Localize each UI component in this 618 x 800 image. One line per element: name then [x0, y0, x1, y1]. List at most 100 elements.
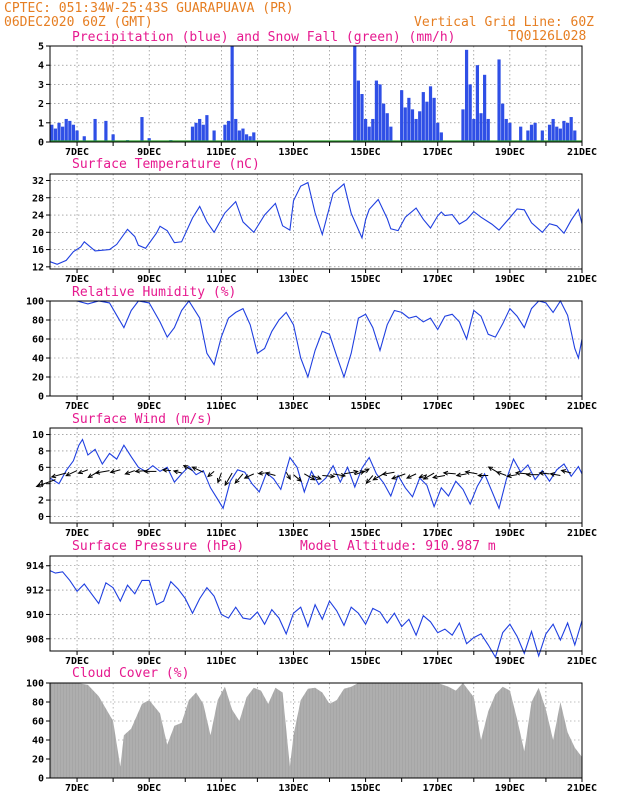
precip-ytick-label: 3 — [38, 80, 44, 91]
pressure-title: Surface Pressure (hPa) — [72, 539, 244, 554]
precip-bar — [400, 90, 404, 142]
wind-arrow — [456, 473, 467, 477]
precip-xtick-label: 15DEC — [351, 147, 381, 158]
temp-ytick-label: 24 — [32, 211, 44, 222]
precip-bar — [425, 101, 429, 142]
cloud-xtick-label: 21DEC — [567, 783, 597, 794]
wind-arrow — [293, 474, 302, 482]
precip-bar — [223, 124, 227, 142]
temp-xtick-label: 15DEC — [351, 274, 381, 285]
precip-bar — [237, 130, 241, 142]
wind-arrowhead — [364, 468, 370, 474]
precip-bar — [439, 132, 443, 142]
precip-bar — [436, 122, 440, 142]
wind-frame — [49, 427, 583, 524]
wind-arrow — [365, 475, 374, 484]
wind-arrowhead — [124, 470, 130, 475]
wind-arrow — [343, 470, 358, 475]
wind-arrow — [443, 472, 456, 475]
precip-bar — [486, 118, 490, 142]
temp-line — [49, 181, 583, 265]
wind-arrowhead — [143, 468, 149, 474]
cloud-frame — [49, 682, 583, 779]
precip-bar — [212, 130, 216, 142]
rh-xtick-label: 7DEC — [65, 401, 89, 412]
wind-arrow — [65, 470, 78, 477]
precip-bar — [483, 74, 487, 142]
precip-bar — [53, 128, 58, 142]
rh-xtick-label: 17DEC — [423, 401, 453, 412]
wind-arrow — [561, 469, 572, 474]
pres-ytick-label: 908 — [26, 634, 44, 645]
precip-bar — [468, 84, 472, 142]
precip-bar — [360, 94, 364, 142]
precip-bar — [147, 138, 151, 142]
pres-xtick-label: 9DEC — [137, 656, 161, 667]
wind-arrowhead — [418, 473, 424, 479]
precip-bar — [428, 86, 433, 142]
pres-xtick-label: 17DEC — [423, 656, 453, 667]
wind-arrowhead — [207, 472, 213, 478]
pres-xtick-label: 21DEC — [567, 656, 597, 667]
header-location: CPTEC: 051:34W-25:43S GUARAPUAVA (PR) — [4, 1, 294, 16]
wind-arrow — [207, 471, 215, 477]
wind-arrowhead — [464, 470, 471, 475]
temp-xtick-label: 7DEC — [65, 274, 89, 285]
wind-arrowhead — [405, 474, 412, 479]
wind-arrowhead — [243, 474, 250, 479]
temp-frame — [49, 173, 583, 270]
header-grid-note: Vertical Grid Line: 60Z — [414, 15, 594, 30]
wind-arrow — [496, 471, 507, 476]
cloud-ytick-label: 100 — [26, 679, 44, 690]
temp-xtick-label: 17DEC — [423, 274, 453, 285]
precip-bar — [140, 117, 144, 142]
pres-xtick-label: 11DEC — [206, 656, 236, 667]
pres-xtick-label: 13DEC — [278, 656, 308, 667]
precip-ytick-label: 5 — [38, 42, 44, 53]
wind-arrow — [135, 470, 146, 472]
precip-bar — [407, 97, 411, 142]
wind-arrow — [354, 470, 365, 476]
precip-bar — [205, 115, 209, 142]
precip-bar — [569, 117, 573, 142]
temp-ytick-label: 28 — [32, 193, 44, 204]
header-datetime: 06DEC2020 60Z (GMT) — [4, 15, 153, 30]
precip-bar — [461, 109, 465, 142]
wind-xtick-label: 19DEC — [495, 528, 525, 539]
wind-ytick-label: 8 — [38, 446, 44, 457]
precip-bar — [353, 46, 357, 142]
wind-arrow — [95, 470, 110, 474]
precip-bar — [244, 134, 249, 142]
wind-arrow — [192, 466, 204, 473]
rh-xtick-label: 15DEC — [351, 401, 381, 412]
cloud-ytick-label: 80 — [32, 698, 44, 709]
pres-ytick-label: 912 — [26, 586, 44, 597]
precip-ytick-label: 0 — [38, 138, 44, 149]
precip-bar — [198, 118, 202, 142]
precip-bar — [547, 124, 552, 142]
precip-bar — [93, 118, 97, 142]
precip-bar — [421, 92, 425, 142]
precip-bar — [519, 126, 523, 142]
precip-bar — [508, 122, 512, 142]
precip-bar — [57, 122, 61, 142]
wind-arrowhead — [310, 475, 316, 481]
precip-bar — [414, 118, 418, 142]
precip-bar — [558, 128, 562, 142]
precip-bar — [504, 118, 508, 142]
precip-bar — [201, 124, 205, 142]
wind-arrowhead — [353, 469, 359, 475]
precip-bar — [565, 122, 570, 142]
precip-bar — [562, 120, 566, 142]
wind-arrowhead — [224, 480, 230, 487]
wind-arrowhead — [109, 469, 116, 474]
wind-arrow — [507, 474, 518, 477]
wind-arrowhead — [422, 475, 429, 480]
rh-ytick-label: 20 — [32, 373, 44, 384]
cloud-ytick-label: 40 — [32, 736, 44, 747]
wind-ytick-label: 0 — [38, 512, 44, 523]
wind-arrowhead — [477, 473, 483, 478]
precip-ytick-label: 2 — [38, 99, 44, 110]
precip-xtick-label: 13DEC — [278, 147, 308, 158]
precip-ytick-label: 4 — [38, 61, 44, 72]
